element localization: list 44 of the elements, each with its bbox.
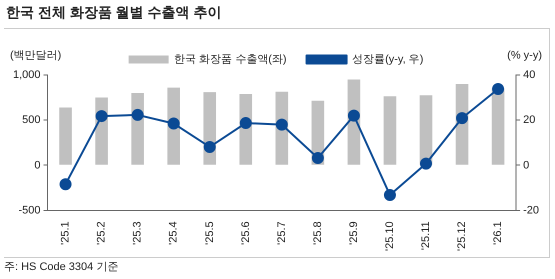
bar bbox=[492, 88, 504, 165]
point bbox=[348, 110, 360, 122]
x-tick-label: '25.8 bbox=[312, 221, 324, 245]
y-tick-label: -500 bbox=[18, 204, 41, 216]
x-tick-label: '25.3 bbox=[132, 221, 144, 245]
x-tick-label: '25.11 bbox=[420, 221, 432, 250]
y-axis-title: (백만달러) bbox=[10, 50, 62, 62]
x-tick-label: '25.7 bbox=[276, 221, 288, 245]
point bbox=[132, 108, 144, 121]
y-tick-label: 0 bbox=[34, 159, 41, 172]
point bbox=[384, 189, 396, 202]
point bbox=[420, 158, 432, 170]
y2-tick-label: 20 bbox=[523, 114, 536, 126]
y2-axis-title: (% y-y) bbox=[507, 50, 542, 62]
point bbox=[60, 178, 72, 190]
y-tick-label: 500 bbox=[22, 114, 41, 126]
point bbox=[312, 152, 324, 164]
point bbox=[168, 118, 180, 130]
x-tick-label: '25.12 bbox=[456, 221, 468, 252]
x-tick-label: '25.9 bbox=[348, 221, 360, 245]
bar bbox=[59, 107, 72, 165]
point bbox=[240, 117, 252, 130]
x-tick-label: '26.1 bbox=[492, 221, 504, 245]
point bbox=[492, 82, 504, 95]
x-tick-label: '25.4 bbox=[168, 221, 180, 245]
y2-tick-label: -20 bbox=[523, 204, 540, 216]
text: 주: HS Code 3304 기준 bbox=[4, 260, 118, 274]
chart-title: 한국 전체 화장품 월별 수출액 추이 bbox=[6, 4, 222, 22]
legend-label: 성장률(y-y, 우) bbox=[352, 54, 424, 66]
point bbox=[96, 110, 108, 122]
bar bbox=[384, 96, 396, 165]
y-tick-label: 1,000 bbox=[12, 69, 41, 82]
point bbox=[276, 118, 288, 131]
x-tick-label: '25.10 bbox=[384, 221, 396, 252]
x-tick-label: '25.1 bbox=[60, 221, 72, 245]
point bbox=[456, 112, 468, 124]
legend-label: 한국 화장품 수출액(좌) bbox=[174, 54, 287, 66]
x-tick-label: '25.2 bbox=[96, 221, 108, 245]
y2-tick-label: 0 bbox=[523, 159, 530, 172]
y2-tick-label: 40 bbox=[523, 69, 536, 82]
x-tick-label: '25.5 bbox=[204, 221, 216, 245]
bar bbox=[420, 95, 432, 165]
point bbox=[204, 140, 216, 153]
x-tick-label: '25.6 bbox=[240, 221, 252, 245]
